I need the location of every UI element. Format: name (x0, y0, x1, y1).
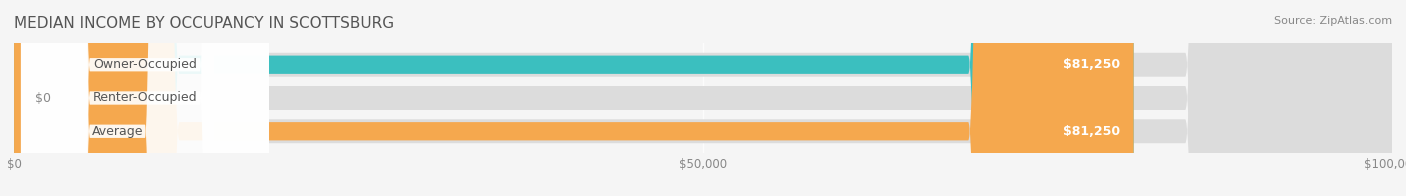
FancyBboxPatch shape (21, 0, 214, 196)
Text: Source: ZipAtlas.com: Source: ZipAtlas.com (1274, 16, 1392, 26)
Text: Renter-Occupied: Renter-Occupied (93, 92, 197, 104)
FancyBboxPatch shape (14, 0, 1392, 196)
Text: Owner-Occupied: Owner-Occupied (93, 58, 197, 71)
FancyBboxPatch shape (14, 0, 1392, 196)
FancyBboxPatch shape (14, 0, 1392, 196)
Text: $81,250: $81,250 (1063, 125, 1119, 138)
Text: Average: Average (91, 125, 143, 138)
Text: $81,250: $81,250 (1063, 58, 1119, 71)
FancyBboxPatch shape (21, 0, 269, 196)
FancyBboxPatch shape (21, 0, 269, 196)
Text: MEDIAN INCOME BY OCCUPANCY IN SCOTTSBURG: MEDIAN INCOME BY OCCUPANCY IN SCOTTSBURG (14, 16, 394, 31)
FancyBboxPatch shape (14, 0, 1133, 196)
FancyBboxPatch shape (14, 0, 1133, 196)
Text: $0: $0 (35, 92, 51, 104)
